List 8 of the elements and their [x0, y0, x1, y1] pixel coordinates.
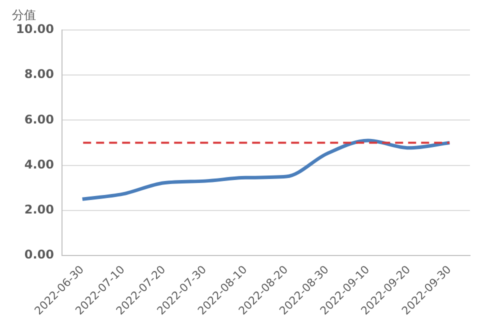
y-tick-label: 0.00 — [24, 248, 54, 262]
y-tick-label: 4.00 — [24, 157, 54, 172]
line-series — [80, 138, 452, 201]
y-tick-label: 2.00 — [24, 202, 54, 216]
y-tick-label: 6.00 — [24, 112, 54, 126]
y-tick-label: 10.00 — [16, 22, 54, 36]
y-tick-label: 8.00 — [24, 67, 54, 82]
y-axis-title: 分值 — [12, 8, 36, 22]
